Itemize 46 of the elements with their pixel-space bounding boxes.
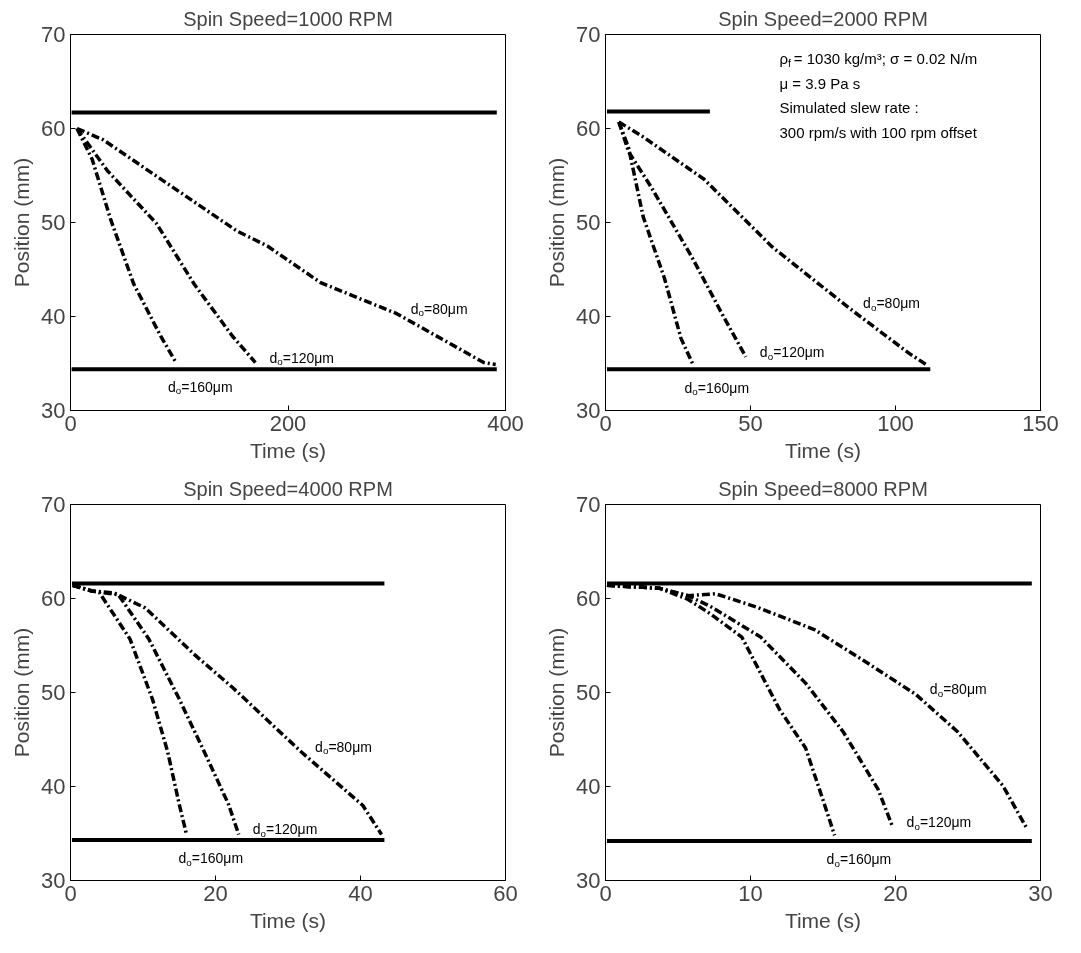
y-tick-label: 70 [41,22,66,47]
y-tick-label: 50 [41,680,66,705]
x-tick-label: 20 [883,880,908,906]
x-axis-title: Time (s) [784,438,862,462]
y-tick-label: 70 [41,492,66,517]
y-axis-title: Position (mm) [10,157,34,288]
x-tick-label: 30 [1028,880,1053,906]
x-tick-label: 10 [738,880,763,906]
chart-title: Spin Speed=1000 RPM [183,7,393,30]
x-axis-title: Time (s) [249,908,327,932]
y-tick-label: 60 [41,116,66,141]
y-tick-label: 60 [41,586,66,611]
y-axis-title: Position (mm) [545,157,569,288]
annotation: Simulated slew rate : [779,99,919,117]
x-axis-title: Time (s) [784,908,862,932]
x-tick-label: 60 [493,880,518,906]
y-tick-label: 50 [576,680,601,705]
x-tick-label: 0 [599,410,612,436]
y-tick-label: 70 [576,492,601,517]
y-tick-label: 50 [41,210,66,235]
x-tick-label: 150 [1022,410,1059,436]
chart-title: Spin Speed=2000 RPM [718,7,928,30]
x-tick-label: 100 [877,410,914,436]
y-tick-label: 50 [576,210,601,235]
chart-title: Spin Speed=4000 RPM [183,477,393,500]
x-tick-label: 400 [487,410,524,436]
x-tick-label: 0 [64,880,77,906]
chart-title: Spin Speed=8000 RPM [718,477,928,500]
x-tick-label: 0 [64,410,77,436]
y-tick-label: 70 [576,22,601,47]
x-tick-label: 50 [738,410,763,436]
annotation: μ = 3.9 Pa s [779,74,861,92]
y-tick-label: 60 [576,586,601,611]
y-tick-label: 40 [41,774,66,799]
x-tick-label: 200 [269,410,307,436]
annotation: 300 rpm/s with 100 rpm offset [779,123,978,141]
x-tick-label: 40 [348,880,373,906]
x-tick-label: 20 [203,880,228,906]
y-axis-title: Position (mm) [545,627,569,758]
y-tick-label: 60 [576,116,601,141]
y-tick-label: 40 [576,774,601,799]
y-tick-label: 40 [41,304,66,329]
x-axis-title: Time (s) [249,438,327,462]
y-axis-title: Position (mm) [10,627,34,758]
x-tick-label: 0 [599,880,612,906]
y-tick-label: 40 [576,304,601,329]
